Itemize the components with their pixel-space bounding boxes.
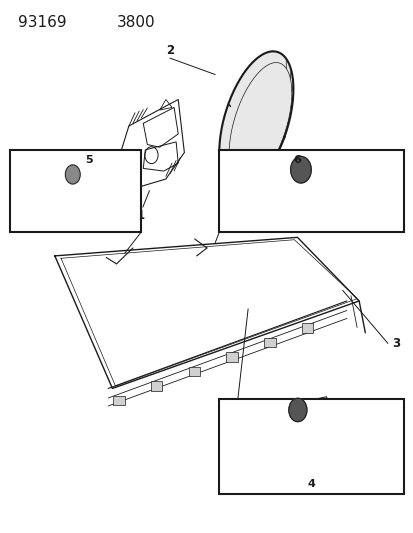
Bar [263, 337, 275, 347]
Bar [113, 396, 124, 406]
Polygon shape [254, 397, 328, 437]
Text: 1: 1 [136, 209, 144, 222]
Bar [219, 150, 404, 232]
Bar [188, 367, 199, 376]
Circle shape [288, 398, 306, 422]
Text: 3: 3 [391, 337, 399, 350]
Polygon shape [261, 175, 339, 212]
Polygon shape [273, 157, 327, 185]
Bar [9, 150, 141, 232]
Bar [301, 323, 313, 333]
Polygon shape [38, 160, 101, 195]
Circle shape [290, 157, 311, 183]
Circle shape [65, 165, 80, 184]
Text: 3800: 3800 [116, 14, 155, 30]
Polygon shape [219, 51, 293, 190]
Text: 2: 2 [166, 44, 173, 57]
Text: 5: 5 [85, 155, 92, 165]
Bar [226, 352, 237, 362]
Bar [151, 381, 162, 391]
Text: 6: 6 [292, 155, 300, 165]
Text: 93169: 93169 [18, 14, 66, 30]
Text: 4: 4 [307, 479, 315, 489]
Bar [219, 399, 404, 495]
